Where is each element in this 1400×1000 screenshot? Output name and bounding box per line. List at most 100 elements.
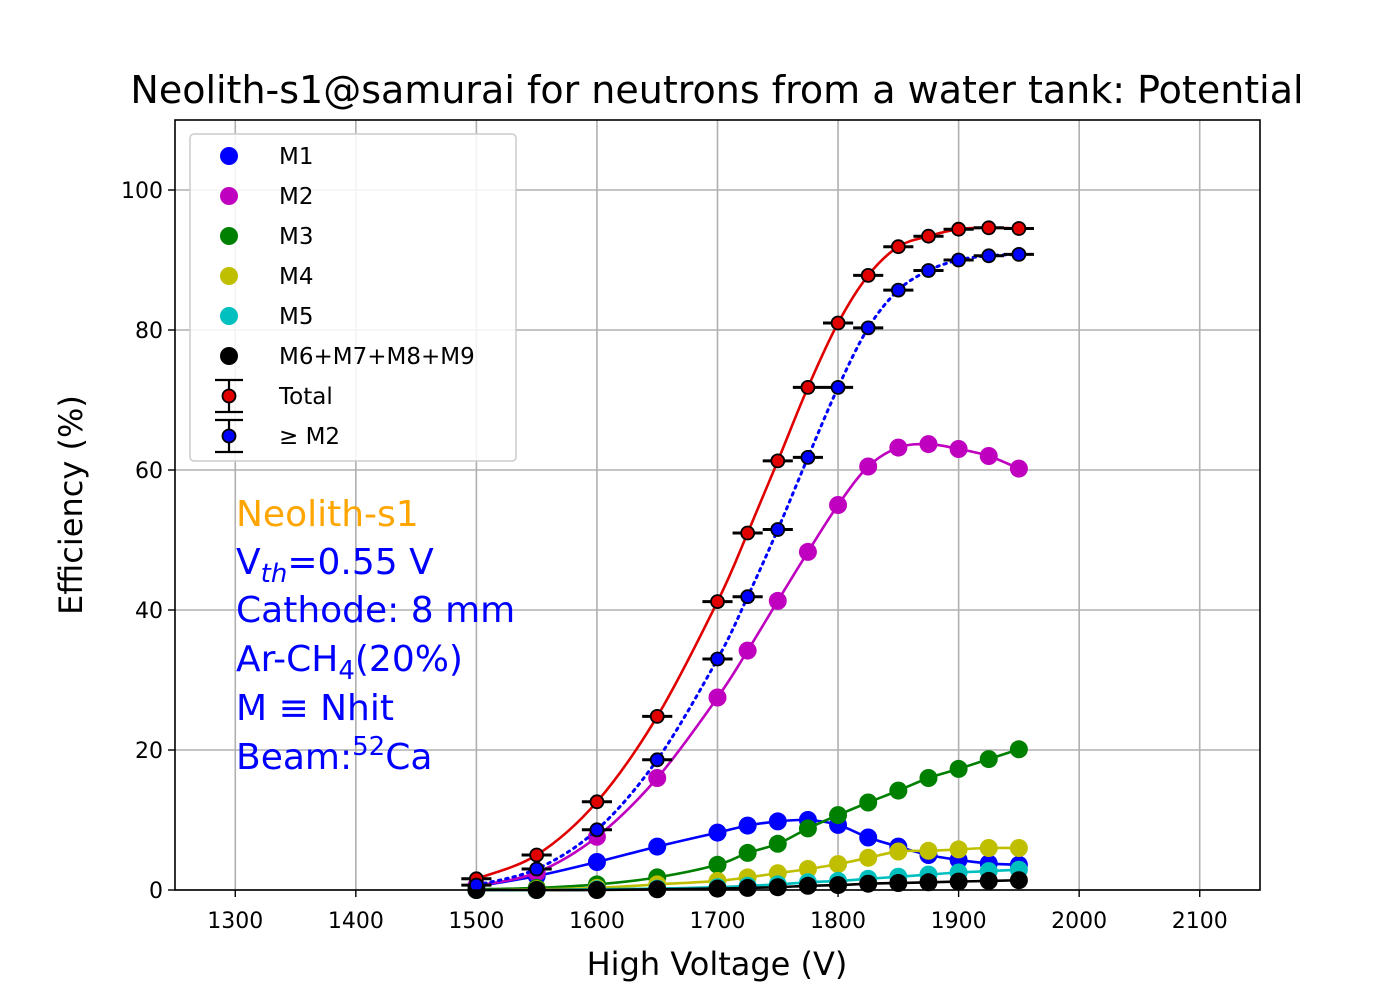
legend-entry: M4 <box>220 264 313 290</box>
data-point <box>708 823 727 842</box>
x-tick-label: 2000 <box>1051 909 1107 934</box>
legend-box <box>189 133 517 462</box>
legend-entry: M3 <box>220 224 313 250</box>
series-line <box>474 252 1021 887</box>
data-point <box>979 839 998 857</box>
data-point <box>1009 871 1028 890</box>
data-point <box>649 709 665 724</box>
data-point <box>740 525 756 541</box>
x-tick-label: 1900 <box>931 909 987 934</box>
data-point <box>859 793 878 812</box>
data-point <box>830 315 846 331</box>
data-point <box>859 457 878 476</box>
legend-marker <box>220 307 238 325</box>
x-tick-label: 1800 <box>810 909 866 934</box>
series-1 <box>467 435 1028 895</box>
data-point <box>890 239 906 255</box>
data-point <box>710 594 725 609</box>
series-7 <box>461 246 1034 893</box>
x-axis-ticks: 1300 1400 1500 1600 1700 1800 1900 2000 2100 <box>207 890 1228 934</box>
series-line <box>476 442 1020 888</box>
data-point <box>889 842 908 861</box>
annotation-block: Neolith-s1 Vth=0.55 V Cathode: 8 mm Ar-C… <box>236 494 515 778</box>
x-tick-label: 1300 <box>207 909 263 934</box>
series-6 <box>461 220 1034 887</box>
annotation-threshold: Vth=0.55 V <box>236 542 434 589</box>
y-tick-label: 0 <box>149 879 163 904</box>
data-point <box>829 496 848 514</box>
chart-title: Neolith-s1@samurai for neutrons from a w… <box>130 68 1303 112</box>
data-point <box>738 878 757 897</box>
data-point <box>921 228 936 244</box>
legend-marker <box>221 428 237 444</box>
legend-entry: ≥ M2 <box>215 418 340 454</box>
threshold-subscript: th <box>261 559 288 589</box>
x-axis-title: High Voltage (V) <box>587 945 848 983</box>
y-tick-label: 80 <box>135 319 163 344</box>
legend-marker <box>220 147 238 165</box>
data-point <box>860 320 876 336</box>
data-point <box>798 876 817 895</box>
data-point <box>740 589 756 605</box>
data-point <box>587 853 606 871</box>
legend-marker <box>220 267 238 285</box>
data-point <box>529 861 545 877</box>
legend-marker <box>220 187 238 205</box>
legend-entry: M6+M7+M8+M9 <box>220 344 475 370</box>
x-tick-label: 2100 <box>1172 909 1228 934</box>
legend-label: M5 <box>279 304 313 330</box>
data-point <box>859 874 878 893</box>
data-point <box>949 872 968 891</box>
legend-label: M4 <box>279 264 313 290</box>
data-point <box>1009 839 1028 857</box>
legend-label: M1 <box>279 144 313 170</box>
annotation-beam: Beam:52Ca <box>236 732 432 778</box>
legend-label: ≥ M2 <box>279 424 340 450</box>
annotation-multiplicity: M ≡ Nhit <box>236 688 394 729</box>
beam-label: Beam: <box>236 737 352 778</box>
y-tick-label: 60 <box>135 459 163 484</box>
beam-mass-number: 52 <box>352 732 385 762</box>
x-tick-label: 1600 <box>569 909 625 934</box>
data-point <box>529 847 545 863</box>
annotation-gas: Ar-CH4(20%) <box>236 639 463 686</box>
data-point <box>949 440 968 458</box>
annotation-cathode: Cathode: 8 mm <box>236 590 515 631</box>
legend-label: M6+M7+M8+M9 <box>279 344 475 370</box>
data-point <box>1011 246 1027 262</box>
y-tick-label: 100 <box>121 179 163 204</box>
data-point <box>738 816 757 835</box>
x-tick-label: 1700 <box>690 909 746 934</box>
data-point <box>768 834 787 853</box>
data-point <box>919 873 938 892</box>
data-point <box>890 282 906 298</box>
data-point <box>889 874 908 892</box>
data-point <box>979 447 998 465</box>
legend-label: M3 <box>279 224 313 250</box>
legend-entry: M5 <box>220 304 313 330</box>
data-point <box>981 220 997 236</box>
data-point <box>1009 740 1028 759</box>
gas-formula: Ar-CH <box>236 639 338 680</box>
y-axis-ticks: 0 20 40 60 80 100 <box>121 179 175 904</box>
legend-label: Total <box>278 384 333 410</box>
data-point <box>1011 221 1027 236</box>
data-point <box>829 806 848 825</box>
threshold-value: =0.55 V <box>287 542 434 583</box>
data-point <box>770 453 786 469</box>
data-point <box>889 781 908 800</box>
data-point <box>768 878 787 897</box>
data-point <box>921 263 936 278</box>
data-point <box>830 379 846 395</box>
data-point <box>770 522 786 537</box>
legend-entry: M1 <box>220 144 313 170</box>
legend-label: M2 <box>279 184 313 210</box>
x-tick-label: 1500 <box>448 909 504 934</box>
data-point <box>708 688 727 707</box>
series-layer <box>461 220 1034 899</box>
gas-fraction: (20%) <box>355 639 463 680</box>
data-point <box>589 794 605 810</box>
legend-entry: Total <box>215 378 333 414</box>
data-point <box>951 252 967 268</box>
